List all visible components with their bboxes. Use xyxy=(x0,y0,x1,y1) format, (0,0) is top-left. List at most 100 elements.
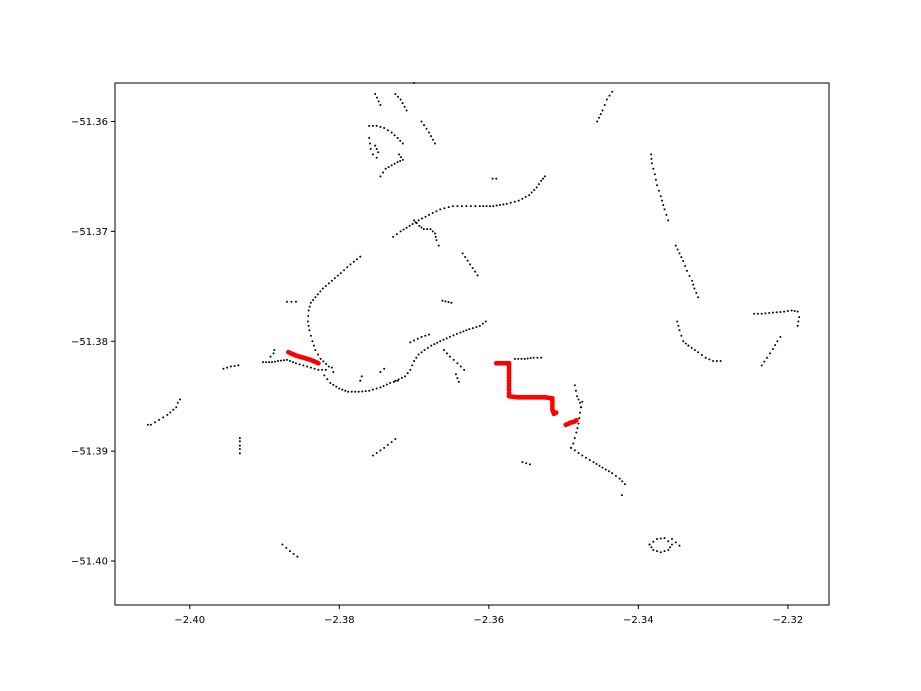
data-point xyxy=(390,440,393,443)
data-point xyxy=(623,483,626,486)
data-point xyxy=(359,379,362,382)
data-point xyxy=(382,384,385,387)
data-point xyxy=(468,328,471,331)
data-point xyxy=(339,272,342,275)
data-point xyxy=(553,410,559,416)
data-point xyxy=(417,219,420,222)
data-point xyxy=(428,131,431,134)
data-point xyxy=(579,411,582,414)
data-point xyxy=(797,320,800,323)
data-point xyxy=(771,347,774,350)
data-point xyxy=(346,266,349,269)
data-point xyxy=(332,371,335,374)
data-point xyxy=(437,244,440,247)
data-point xyxy=(680,256,683,259)
data-point xyxy=(401,102,404,105)
data-point xyxy=(793,310,796,313)
data-point xyxy=(779,335,782,338)
data-point xyxy=(796,324,799,327)
data-point xyxy=(540,179,543,182)
data-point xyxy=(392,235,395,238)
data-point xyxy=(307,309,310,312)
data-point xyxy=(685,269,688,272)
data-point xyxy=(274,360,276,363)
data-point xyxy=(661,199,664,202)
data-point xyxy=(700,353,703,356)
data-point xyxy=(456,362,459,365)
data-point xyxy=(420,351,423,354)
data-point xyxy=(238,444,241,447)
data-point xyxy=(229,365,232,368)
data-point xyxy=(423,124,426,127)
data-point xyxy=(324,284,327,287)
data-point xyxy=(172,408,175,411)
data-point xyxy=(368,389,371,392)
data-point xyxy=(430,135,432,138)
data-point xyxy=(712,360,715,363)
data-point xyxy=(677,324,680,327)
data-point xyxy=(653,173,656,176)
data-point xyxy=(396,379,399,382)
data-point xyxy=(608,94,611,97)
data-point xyxy=(294,300,297,303)
data-point xyxy=(543,175,546,178)
data-point xyxy=(650,546,653,549)
data-point xyxy=(420,120,423,123)
data-point xyxy=(413,219,416,222)
data-point xyxy=(448,355,451,358)
data-point xyxy=(697,296,700,299)
data-point xyxy=(573,384,576,387)
data-point xyxy=(471,327,474,330)
data-point xyxy=(530,191,533,194)
data-point xyxy=(399,156,402,159)
data-point xyxy=(462,330,465,333)
data-point xyxy=(650,162,653,165)
data-point xyxy=(439,340,442,343)
data-point xyxy=(316,353,319,356)
data-point xyxy=(521,197,524,200)
data-point xyxy=(585,456,588,459)
y-tick-label: −51.39 xyxy=(71,447,108,458)
data-point xyxy=(465,329,468,332)
data-point xyxy=(667,219,670,222)
data-point xyxy=(175,406,178,409)
data-point xyxy=(319,290,322,293)
data-point xyxy=(520,357,523,360)
data-point xyxy=(463,368,466,371)
data-point xyxy=(269,355,272,358)
data-point xyxy=(368,124,371,127)
data-point xyxy=(154,421,156,424)
data-point xyxy=(424,215,427,218)
data-point xyxy=(447,301,450,304)
data-point xyxy=(526,357,529,360)
data-point xyxy=(682,260,685,263)
data-point xyxy=(756,312,759,315)
data-point xyxy=(396,161,399,164)
data-point xyxy=(663,550,666,553)
data-point xyxy=(654,178,657,181)
data-point xyxy=(457,380,460,383)
data-point xyxy=(322,360,325,363)
data-point xyxy=(542,177,545,180)
data-point xyxy=(371,153,374,156)
data-point xyxy=(670,543,673,546)
data-point xyxy=(459,365,462,368)
data-point xyxy=(341,388,344,391)
data-point xyxy=(335,385,338,388)
data-point xyxy=(603,103,606,106)
data-point xyxy=(401,142,404,145)
data-point xyxy=(456,377,459,380)
data-point xyxy=(377,100,380,103)
data-point xyxy=(399,230,402,233)
data-point xyxy=(601,109,604,112)
data-point xyxy=(179,398,182,401)
data-point xyxy=(306,365,309,368)
data-point xyxy=(466,259,469,262)
data-point xyxy=(411,364,414,367)
data-point xyxy=(528,194,531,197)
data-point xyxy=(386,129,389,132)
data-point xyxy=(513,357,516,360)
data-point xyxy=(432,138,434,141)
data-point xyxy=(464,256,467,258)
data-point xyxy=(796,310,799,313)
